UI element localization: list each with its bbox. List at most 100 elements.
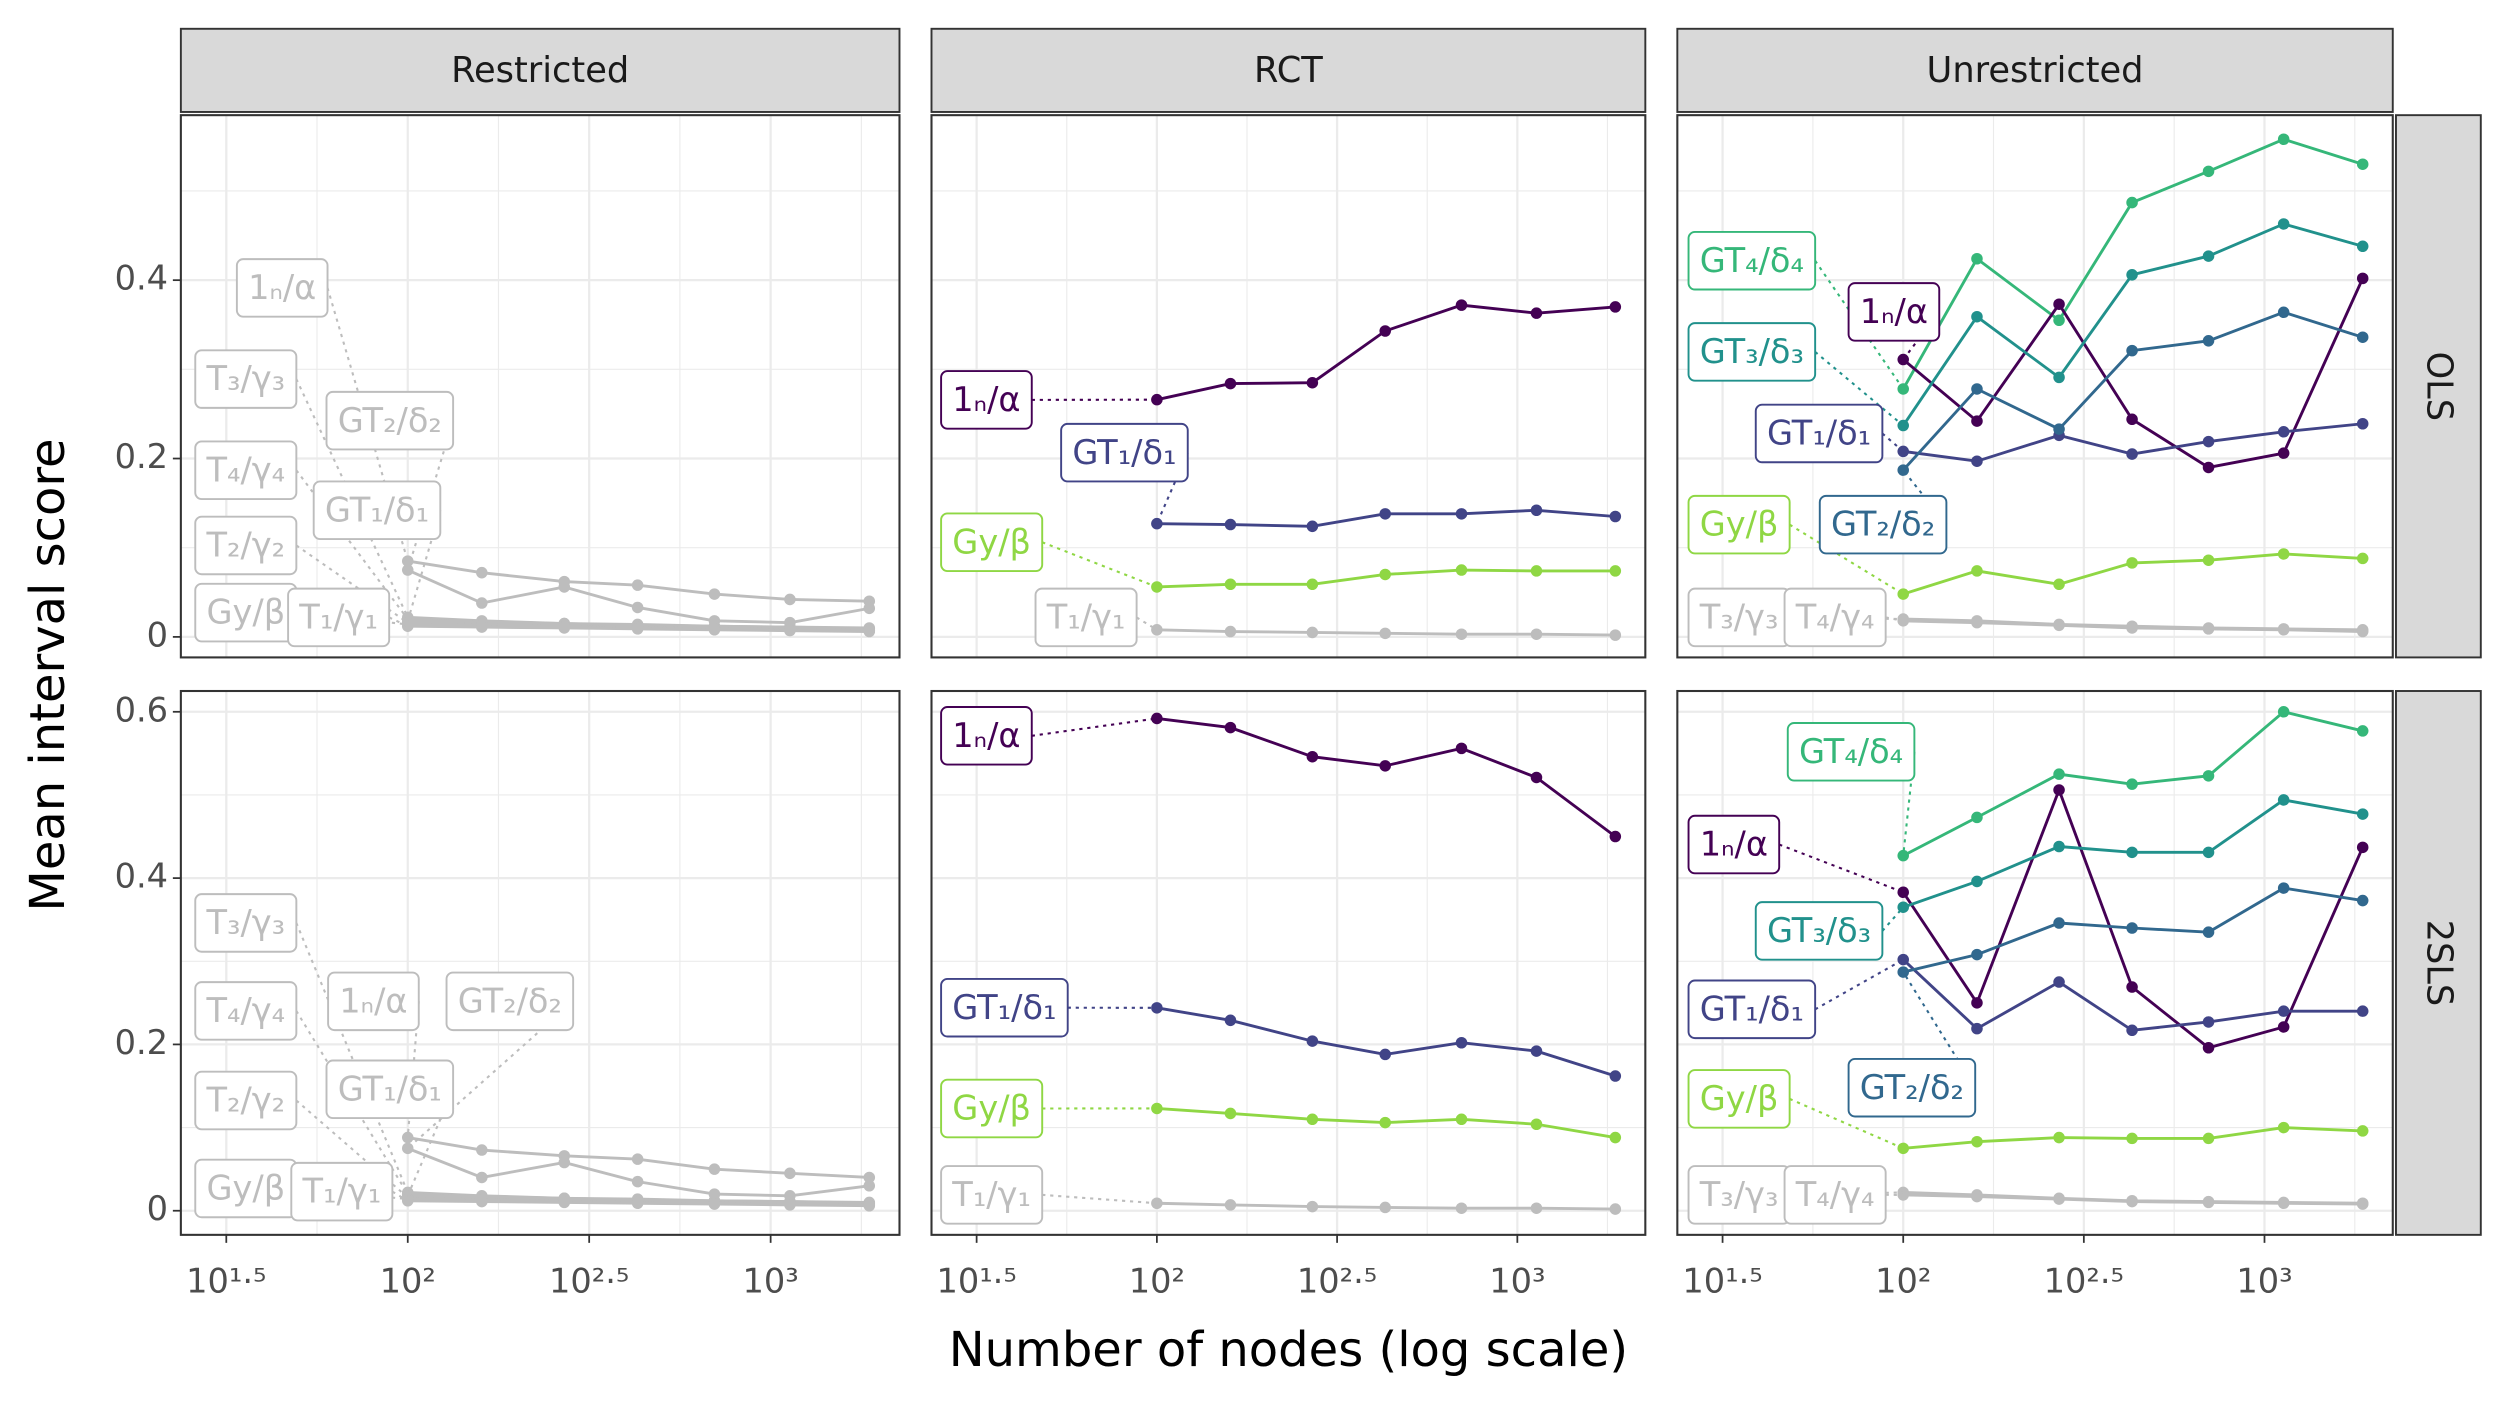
- x-tick-label: 10²·⁵: [1297, 1261, 1377, 1300]
- series-label: T₄/γ₄: [205, 450, 285, 489]
- data-point: [2126, 778, 2138, 790]
- data-point: [1224, 1014, 1237, 1027]
- data-point: [1379, 1116, 1391, 1129]
- x-tick-label: 10¹·⁵: [936, 1261, 1016, 1300]
- data-point: [784, 1167, 796, 1180]
- data-point: [2126, 344, 2138, 357]
- data-point: [2277, 548, 2290, 560]
- label-box: [1786, 722, 1916, 782]
- series-label: Gy/β: [952, 1089, 1031, 1128]
- y-tick-label: 0.4: [115, 259, 168, 298]
- series-label: GT₁/δ₁: [325, 490, 429, 529]
- data-point: [401, 620, 414, 632]
- panel-background: [931, 691, 1646, 1235]
- data-point: [1971, 997, 1983, 1009]
- data-point: [863, 625, 876, 638]
- data-point: [784, 624, 796, 637]
- label-box: [1687, 494, 1791, 555]
- series-label: 1ₙ/α: [248, 268, 316, 307]
- x-tick-label: 10¹·⁵: [1682, 1261, 1762, 1300]
- series-label: Gy/β: [206, 1169, 285, 1208]
- data-point: [2277, 447, 2290, 459]
- data-point: [1455, 1202, 1468, 1214]
- label-box: [1783, 587, 1887, 648]
- series-label: Gy/β: [1700, 505, 1779, 544]
- data-point: [1530, 1045, 1543, 1057]
- series-label: T₄/γ₄: [1795, 1175, 1875, 1214]
- x-tick-label: 10²: [1129, 1261, 1185, 1300]
- row-strip: [2395, 690, 2482, 1236]
- data-point: [2202, 335, 2215, 347]
- data-point: [1151, 393, 1163, 406]
- label-box: [940, 706, 1033, 766]
- data-point: [1530, 1202, 1543, 1214]
- label-box: [194, 349, 298, 409]
- data-point: [2126, 1195, 2138, 1208]
- data-point: [476, 1144, 488, 1156]
- data-point: [1530, 504, 1543, 517]
- data-point: [558, 1196, 571, 1209]
- data-point: [863, 1171, 876, 1184]
- y-axis-title: Mean interval score: [20, 438, 76, 911]
- series-label: GT₃/δ₃: [1700, 332, 1804, 371]
- series-label: GT₁/δ₁: [1072, 433, 1176, 472]
- panel-border: [930, 689, 1647, 1236]
- data-point: [1530, 307, 1543, 319]
- series-label: GT₁/δ₁: [952, 988, 1056, 1027]
- data-point: [2053, 840, 2065, 853]
- label-box: [940, 370, 1033, 430]
- series-label: 1ₙ/α: [952, 380, 1020, 419]
- data-point: [1897, 1189, 1909, 1201]
- series-label: T₃/γ₃: [1699, 1175, 1779, 1214]
- panel-background: [931, 115, 1646, 658]
- data-point: [2053, 578, 2065, 591]
- data-point: [476, 597, 488, 609]
- data-point: [1455, 564, 1468, 576]
- panel-border: [179, 689, 901, 1236]
- series-label: Gy/β: [206, 593, 285, 632]
- data-point: [1609, 301, 1622, 313]
- data-point: [1609, 1203, 1622, 1215]
- label-connector: [1778, 843, 1904, 894]
- data-point: [1455, 1113, 1468, 1126]
- data-point: [1379, 627, 1391, 640]
- data-point: [708, 624, 721, 636]
- series-label: T₂/γ₂: [205, 1081, 285, 1120]
- label-connector: [1902, 971, 1977, 1089]
- y-tick-label: 0: [147, 615, 168, 654]
- label-box: [194, 893, 298, 953]
- series-label: T₄/γ₄: [1795, 598, 1875, 637]
- data-point: [1971, 383, 1983, 395]
- series-label: GT₂/δ₂: [338, 401, 442, 440]
- data-point: [2277, 794, 2290, 806]
- data-point: [1379, 1201, 1391, 1214]
- label-connector: [391, 1190, 409, 1202]
- label-box: [194, 1070, 298, 1131]
- data-point: [1897, 353, 1909, 366]
- label-box: [1783, 1165, 1887, 1225]
- data-point: [863, 1199, 876, 1212]
- data-point: [2053, 423, 2065, 435]
- data-point: [708, 588, 721, 600]
- data-point: [2277, 882, 2290, 894]
- data-point: [2356, 1005, 2369, 1017]
- data-point: [2126, 413, 2138, 426]
- column-strip: [179, 27, 901, 113]
- data-point: [2126, 269, 2138, 281]
- data-point: [1379, 1048, 1391, 1061]
- y-tick-label: 0.2: [115, 1023, 168, 1062]
- data-point: [1609, 565, 1622, 577]
- x-tick-label: 10³: [743, 1261, 799, 1300]
- data-point: [2356, 841, 2369, 854]
- data-point: [1379, 760, 1391, 772]
- data-point: [863, 1180, 876, 1192]
- data-point: [401, 555, 414, 567]
- data-point: [2277, 133, 2290, 146]
- label-box: [1818, 494, 1948, 555]
- data-point: [2053, 619, 2065, 632]
- data-point: [1897, 953, 1909, 966]
- label-box: [287, 587, 391, 648]
- y-tick-label: 0.4: [115, 857, 168, 896]
- series-labels: T₃/γ₃ T₄/γ₄ 1ₙ/α GT₂/δ₂ T₂/γ₂ GT₁/δ₁ Gy/β T₁/γ₁: [194, 893, 575, 1222]
